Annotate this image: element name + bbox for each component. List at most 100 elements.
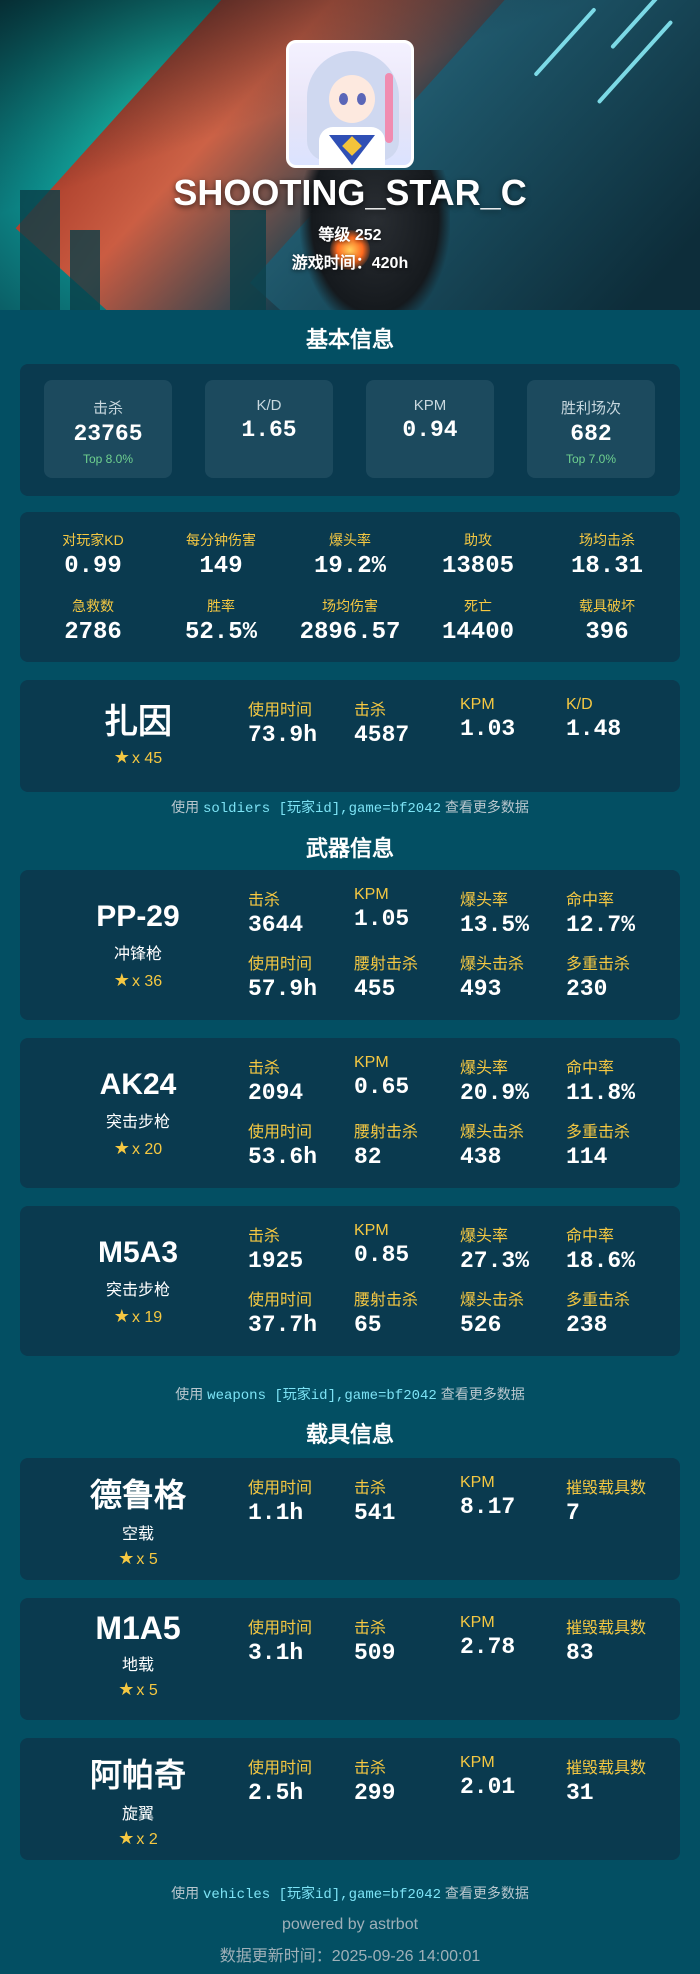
grid-stat: 场均伤害 2896.57 (299, 598, 401, 646)
card-stat: 击杀 4587 (354, 702, 410, 748)
card-stat: 摧毁载具数 7 (566, 1480, 647, 1526)
star-icon: ★ (113, 747, 130, 767)
card-stat: KPM 2.78 (460, 1614, 516, 1660)
card-stat: 爆头率 27.3% (460, 1228, 530, 1274)
card-stat: 多重击杀 114 (566, 1124, 631, 1170)
card-stat: 击杀 2094 (248, 1060, 304, 1106)
command-text: soldiers [玩家id],game=bf2042 (202, 801, 442, 817)
vehicle-card: 德鲁格 空载 ★ x 5 使用时间 1.1h 击杀 541 KPM 8.17 摧毁载具数… (20, 1458, 680, 1580)
section-title-basic: 基本信息 (305, 327, 394, 352)
stat-kills: 击杀 23765 Top 8.0% (44, 380, 172, 478)
hero-soldier (300, 170, 450, 310)
stat-kpm: KPM 0.94 (366, 380, 494, 478)
weapon-card: M5A3 突击步枪 ★ x 19 击杀 1925 KPM 0.85 爆头率 27.3% … (20, 1206, 680, 1356)
soldier-card: 扎因 ★ x 45 使用时间 73.9h 击杀 4587 KPM 1.03 K/D 1.4… (20, 680, 680, 792)
weapon-card: PP-29 冲锋枪 ★ x 36 击杀 3644 KPM 1.05 爆头率 13.5% … (20, 870, 680, 1020)
card-stat: 爆头率 20.9% (460, 1060, 530, 1106)
card-stat: 使用时间 2.5h (248, 1760, 313, 1806)
vehicle-type: 旋翼 (121, 1806, 154, 1823)
grid-stat: 爆头率 19.2% (313, 532, 386, 580)
star-icon: ★ (113, 970, 130, 990)
vehicle-card: M1A5 地载 ★ x 5 使用时间 3.1h 击杀 509 KPM 2.78 摧毁载具… (20, 1598, 680, 1720)
hero-building (70, 230, 100, 310)
hero-building (20, 190, 60, 310)
card-stat: KPM 1.05 (354, 886, 410, 932)
card-stat: 爆头率 13.5% (460, 892, 530, 938)
command-text: weapons [玩家id],game=bf2042 (207, 1388, 437, 1404)
top-percent-badge: Top 7.0% (565, 452, 617, 466)
star-icon: ★ (118, 1679, 135, 1699)
star-rating: ★ x 45 (113, 747, 163, 767)
card-stat: 使用时间 57.9h (248, 956, 318, 1002)
star-rating: ★ x 5 (118, 1679, 158, 1699)
weapon-name: PP-29 (96, 900, 180, 933)
card-stat: 爆头击杀 493 (460, 956, 525, 1002)
grid-stat: 急救数 2786 (64, 598, 122, 646)
update-time: 数据更新时间：2025-09-26 14:00:01 (219, 1948, 481, 1965)
star-rating: ★ x 2 (118, 1828, 158, 1848)
grid-stat: 助攻 13805 (441, 532, 514, 580)
card-stat: 腰射击杀 82 (354, 1124, 419, 1170)
card-stat: 击杀 3644 (248, 892, 304, 938)
player-name: SHOOTING_STAR_C (173, 172, 527, 213)
hero-banner: SHOOTING_STAR_C 等级 252 游戏时间：420h (0, 0, 700, 310)
grid-stat: 对玩家KD 0.99 (62, 532, 124, 580)
weapon-type: 突击步枪 (105, 1114, 170, 1131)
grid-stat: 载具破坏 396 (579, 598, 635, 646)
card-stat: 击杀 541 (354, 1480, 396, 1526)
card-stat: 命中率 12.7% (566, 892, 636, 938)
grid-stat: 场均击杀 18.31 (570, 532, 643, 580)
card-stat: KPM 8.17 (460, 1474, 516, 1520)
grid-stat: 每分钟伤害 149 (186, 532, 256, 580)
more-data-hint: 使用 vehicles [玩家id],game=bf2042 查看更多数据 (171, 1885, 529, 1903)
star-rating: ★ x 19 (113, 1306, 163, 1326)
player-avatar (286, 40, 414, 168)
weapon-card: AK24 突击步枪 ★ x 20 击杀 2094 KPM 0.65 爆头率 20.9% … (20, 1038, 680, 1188)
card-stat: 使用时间 73.9h (248, 702, 318, 748)
star-icon: ★ (118, 1828, 135, 1848)
stat-kd: K/D 1.65 (205, 380, 333, 478)
vehicle-type: 地载 (121, 1657, 154, 1674)
card-stat: 使用时间 3.1h (248, 1620, 313, 1666)
section-title-vehicles: 载具信息 (305, 1422, 394, 1447)
weapon-name: M5A3 (97, 1236, 179, 1269)
vehicle-type: 空载 (121, 1526, 154, 1543)
command-text: vehicles [玩家id],game=bf2042 (202, 1887, 442, 1903)
card-stat: 使用时间 53.6h (248, 1124, 318, 1170)
weapon-type: 冲锋枪 (113, 946, 162, 963)
star-rating: ★ x 20 (113, 1138, 163, 1158)
card-stat: 使用时间 1.1h (248, 1480, 313, 1526)
vehicle-card: 阿帕奇 旋翼 ★ x 2 使用时间 2.5h 击杀 299 KPM 2.01 摧毁载具数… (20, 1738, 680, 1860)
card-stat: 腰射击杀 65 (354, 1292, 419, 1338)
vehicle-name: M1A5 (95, 1610, 181, 1646)
card-stat: 命中率 18.6% (566, 1228, 636, 1274)
star-icon: ★ (118, 1548, 135, 1568)
section-title-weapons: 武器信息 (305, 836, 394, 861)
basic-grid-card: 对玩家KD 0.99 每分钟伤害 149 爆头率 19.2% 助攻 13805 场均击杀… (20, 512, 680, 662)
star-icon: ★ (113, 1306, 130, 1326)
powered-by: powered by astrbot (281, 1916, 419, 1933)
card-stat: KPM 2.01 (460, 1754, 516, 1800)
more-data-hint: 使用 soldiers [玩家id],game=bf2042 查看更多数据 (171, 799, 529, 817)
soldier-name: 扎因 (104, 703, 172, 741)
card-stat: KPM 0.65 (354, 1054, 410, 1100)
card-stat: 摧毁载具数 83 (566, 1620, 647, 1666)
vehicle-name: 阿帕奇 (89, 1757, 186, 1793)
top-percent-badge: Top 8.0% (82, 452, 134, 466)
stat-wins: 胜利场次 682 Top 7.0% (527, 380, 655, 478)
card-stat: 击杀 509 (354, 1620, 396, 1666)
more-data-hint: 使用 weapons [玩家id],game=bf2042 查看更多数据 (175, 1386, 525, 1404)
hero-building (230, 210, 266, 310)
card-stat: 摧毁载具数 31 (566, 1760, 647, 1806)
card-stat: 爆头击杀 526 (460, 1292, 525, 1338)
card-stat: 腰射击杀 455 (354, 956, 419, 1002)
player-level: 等级 252 (318, 227, 382, 244)
weapon-name: AK24 (99, 1068, 177, 1101)
grid-stat: 死亡 14400 (441, 598, 514, 646)
card-stat: 击杀 1925 (248, 1228, 304, 1274)
card-stat: 爆头击杀 438 (460, 1124, 525, 1170)
hero-fire (330, 230, 370, 270)
star-rating: ★ x 36 (113, 970, 163, 990)
card-stat: KPM 1.03 (460, 696, 516, 742)
grid-stat: 胜率 52.5% (184, 598, 257, 646)
